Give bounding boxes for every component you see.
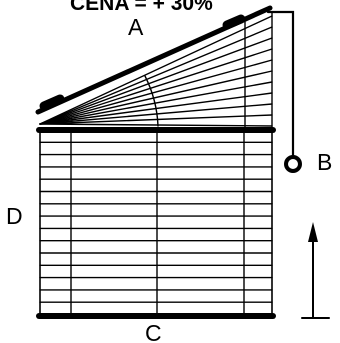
cord-handle[interactable] — [284, 155, 302, 173]
label-b: B — [317, 149, 332, 175]
control-cord — [266, 10, 295, 159]
label-a: A — [128, 14, 144, 40]
fan-pleat-line — [39, 70, 273, 125]
fan-pleat-line — [39, 81, 273, 125]
fan-pleat-line — [39, 103, 273, 125]
fan-pleat-line — [39, 37, 273, 125]
fan-arc — [144, 75, 159, 127]
fan-pleat-line — [39, 59, 273, 125]
fan-pleats — [39, 11, 273, 131]
fan-pleat-line — [39, 15, 273, 125]
fan-pleat-line — [39, 123, 273, 127]
rect-pleats — [39, 141, 273, 303]
fan-pleat-line — [39, 114, 273, 125]
rail-cap-right — [222, 14, 246, 30]
fan-pleat-line — [39, 26, 273, 125]
up-arrow-icon — [308, 222, 318, 242]
rail-cap-left — [39, 94, 65, 111]
price-label: CENA = + 30% — [70, 0, 213, 15]
fan-pleat-line — [39, 48, 273, 125]
label-d: D — [6, 203, 23, 229]
label-c: C — [145, 320, 162, 343]
